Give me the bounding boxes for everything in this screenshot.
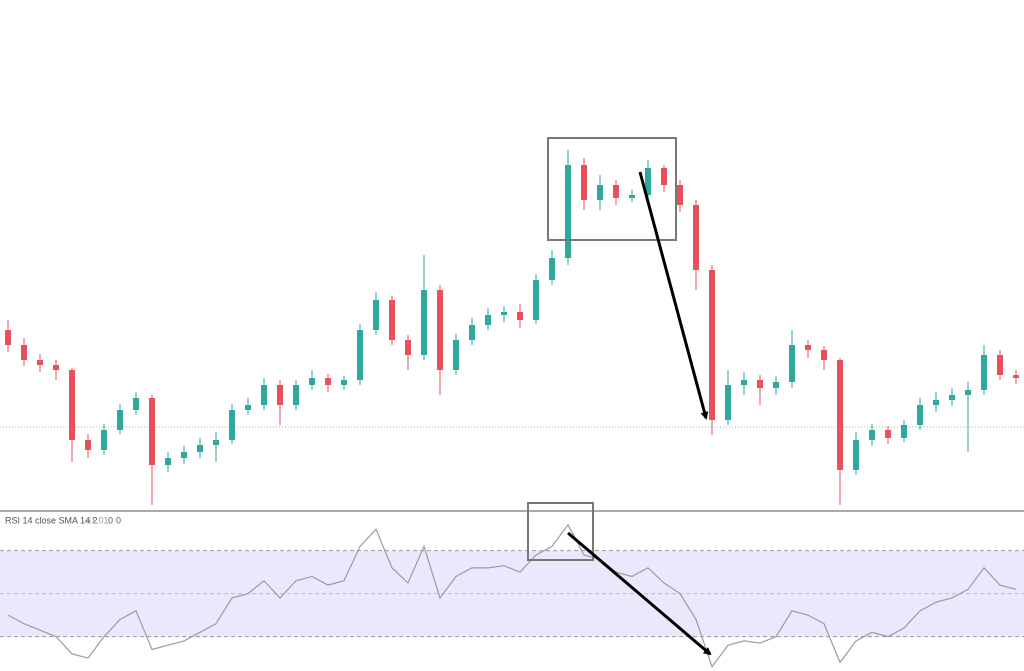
candle-body — [389, 300, 395, 340]
rsi-value: 61.01 — [86, 515, 109, 525]
candle-body — [613, 185, 619, 198]
candle-body — [245, 405, 251, 410]
candle-body — [789, 345, 795, 382]
candle-body — [5, 330, 11, 345]
candle-body — [981, 355, 987, 390]
candle-body — [821, 350, 827, 360]
rsi-line — [7, 523, 1017, 668]
candle-body — [805, 345, 811, 350]
candle-body — [517, 312, 523, 320]
marks — [5, 150, 1019, 668]
candle-body — [997, 355, 1003, 375]
candle-body — [661, 168, 667, 185]
candle-body — [597, 185, 603, 200]
candle-body — [229, 410, 235, 440]
candle-body — [37, 360, 43, 365]
annotation-arrow — [638, 171, 709, 420]
candle-body — [677, 185, 683, 205]
candle-body — [629, 195, 635, 198]
candle-body — [341, 380, 347, 385]
candle-body — [181, 452, 187, 458]
candle-body — [53, 365, 59, 370]
candle-body — [469, 325, 475, 340]
candle-body — [885, 430, 891, 438]
candle-body — [165, 458, 171, 465]
rsi-value: 0 — [116, 515, 121, 525]
candle-body — [565, 165, 571, 258]
candle-body — [373, 300, 379, 330]
candle-body — [645, 168, 651, 195]
candle-body — [101, 430, 107, 450]
rsi-value: 0 — [108, 515, 113, 525]
candle-body — [901, 425, 907, 438]
candle-body — [197, 445, 203, 452]
candle-body — [741, 380, 747, 385]
candle-body — [293, 385, 299, 405]
candle-body — [261, 385, 267, 405]
candle-body — [501, 312, 507, 315]
annotation-box — [527, 502, 594, 561]
candle-body — [277, 385, 283, 405]
annotation-box — [547, 137, 677, 241]
candle-body — [773, 382, 779, 388]
candle-body — [309, 378, 315, 385]
candle-body — [325, 378, 331, 385]
candle-body — [1013, 375, 1019, 378]
candle-body — [709, 270, 715, 420]
candle-body — [949, 395, 955, 400]
rsi-background — [0, 550, 1024, 638]
candle-body — [965, 390, 971, 395]
annotation-arrow — [567, 531, 712, 656]
candle-body — [69, 370, 75, 440]
candle-body — [581, 165, 587, 200]
candle-body — [533, 280, 539, 320]
candle-body — [693, 205, 699, 270]
candle-body — [21, 345, 27, 360]
candle-body — [405, 340, 411, 355]
candle-body — [933, 400, 939, 405]
candle-body — [485, 315, 491, 325]
candle-body — [917, 405, 923, 425]
candle-body — [853, 440, 859, 470]
candle-body — [357, 330, 363, 380]
candle-body — [437, 290, 443, 370]
candle-body — [213, 440, 219, 445]
candle-body — [869, 430, 875, 440]
candle-body — [725, 385, 731, 420]
candle-body — [757, 380, 763, 388]
candle-body — [149, 398, 155, 465]
rsi-title: RSI 14 close SMA 14 2 — [5, 515, 98, 525]
candle-body — [549, 258, 555, 280]
candle-body — [133, 398, 139, 410]
candle-body — [117, 410, 123, 430]
candle-body — [421, 290, 427, 355]
candle-body — [85, 440, 91, 450]
candle-body — [453, 340, 459, 370]
candle-body — [837, 360, 843, 470]
